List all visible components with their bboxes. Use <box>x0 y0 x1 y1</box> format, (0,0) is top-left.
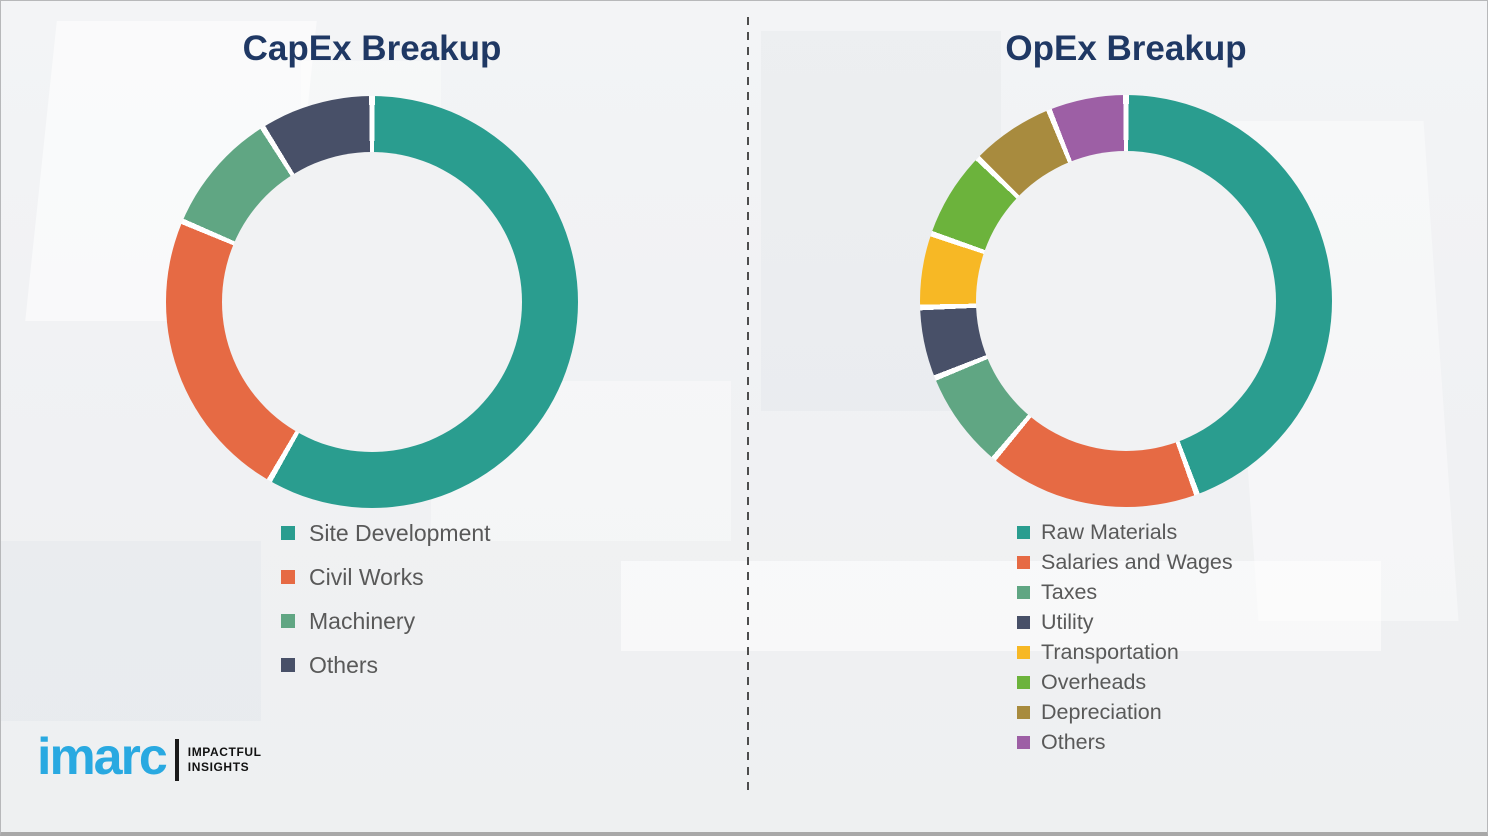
logo-tagline-line2: INSIGHTS <box>187 760 250 774</box>
opex-donut-hole <box>976 151 1276 451</box>
logo-tagline-line1: IMPACTFUL <box>187 745 262 759</box>
logo-tagline: IMPACTFUL INSIGHTS <box>188 745 262 775</box>
legend-color-swatch <box>281 658 295 672</box>
logo-divider-bar <box>174 739 179 781</box>
legend-label: Transportation <box>1041 639 1179 664</box>
capex-legend: Site Development Civil Works Machinery Othe… <box>281 511 491 687</box>
capex-chart-title: CapEx Breakup <box>242 29 502 68</box>
legend-label: Taxes <box>1041 579 1098 604</box>
legend-item: Machinery <box>281 599 491 643</box>
legend-label: Salaries and Wages <box>1041 549 1233 574</box>
legend-label: Civil Works <box>309 563 424 590</box>
legend-label: Others <box>1041 729 1106 754</box>
legend-label: Site Development <box>309 519 491 546</box>
legend-item: Others <box>281 643 491 687</box>
legend-label: Utility <box>1041 609 1094 634</box>
legend-item: Transportation <box>1017 637 1233 667</box>
legend-color-swatch <box>1017 645 1030 659</box>
legend-label: Overheads <box>1041 669 1147 694</box>
background-watermark <box>621 561 1381 651</box>
legend-color-swatch <box>1017 615 1030 629</box>
imarc-logo: imarc IMPACTFUL INSIGHTS <box>37 731 262 783</box>
opex-donut-chart <box>920 95 1332 507</box>
legend-color-swatch <box>1017 525 1030 539</box>
legend-item: Salaries and Wages <box>1017 547 1233 577</box>
legend-item: Site Development <box>281 511 491 555</box>
opex-legend: Raw Materials Salaries and Wages Taxes Util… <box>1017 517 1233 757</box>
imarc-wordmark: imarc <box>37 728 168 786</box>
dashed-divider <box>747 17 749 791</box>
capex-donut-chart <box>166 96 578 508</box>
legend-item: Civil Works <box>281 555 491 599</box>
legend-item: Taxes <box>1017 577 1233 607</box>
capex-donut-hole <box>222 152 522 452</box>
legend-label: Depreciation <box>1041 699 1162 724</box>
opex-chart-title: OpEx Breakup <box>1005 29 1247 68</box>
legend-color-swatch <box>1017 555 1030 569</box>
legend-item: Raw Materials <box>1017 517 1233 547</box>
legend-color-swatch <box>281 614 295 628</box>
legend-color-swatch <box>1017 705 1030 719</box>
legend-item: Utility <box>1017 607 1233 637</box>
legend-color-swatch <box>1017 585 1030 599</box>
legend-item: Others <box>1017 727 1233 757</box>
legend-item: Overheads <box>1017 667 1233 697</box>
background-watermark <box>1 541 261 721</box>
legend-label: Raw Materials <box>1041 519 1178 544</box>
legend-item: Depreciation <box>1017 697 1233 727</box>
legend-color-swatch <box>1017 735 1030 749</box>
legend-label: Others <box>309 651 379 678</box>
legend-label: Machinery <box>309 607 416 634</box>
legend-color-swatch <box>281 570 295 584</box>
legend-color-swatch <box>1017 675 1030 689</box>
legend-color-swatch <box>281 526 295 540</box>
